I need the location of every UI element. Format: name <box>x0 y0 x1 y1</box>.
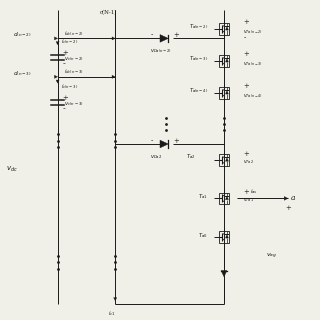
Text: -: - <box>150 137 153 145</box>
Bar <box>219 193 229 204</box>
Polygon shape <box>225 234 228 238</box>
Polygon shape <box>56 42 59 45</box>
Text: a: a <box>291 195 296 203</box>
Text: $T_{a2}$: $T_{a2}$ <box>186 152 195 161</box>
Text: $d_{(n-3)}$: $d_{(n-3)}$ <box>13 69 32 78</box>
Text: $v_{Ta2}$: $v_{Ta2}$ <box>243 158 254 165</box>
Text: +: + <box>173 31 179 39</box>
Text: $v_{Ta(n-2)}$: $v_{Ta(n-2)}$ <box>243 28 263 36</box>
Text: $T_{a1}$: $T_{a1}$ <box>198 192 208 201</box>
Text: -: - <box>150 31 153 39</box>
Text: $v_{c(n-2)}$: $v_{c(n-2)}$ <box>64 56 84 63</box>
Polygon shape <box>54 37 58 40</box>
Text: +: + <box>243 83 249 91</box>
Text: $v_{Da2}$: $v_{Da2}$ <box>150 153 163 161</box>
Text: -: - <box>62 60 65 68</box>
Text: $v_{Ta(n-3)}$: $v_{Ta(n-3)}$ <box>243 60 263 68</box>
Text: $i_{c(n-2)}$: $i_{c(n-2)}$ <box>61 37 78 46</box>
Text: -: - <box>243 35 245 43</box>
Bar <box>219 231 229 243</box>
Bar <box>219 55 229 67</box>
Polygon shape <box>225 196 228 200</box>
Text: +: + <box>243 188 249 196</box>
Text: $d_{(n-2)}$: $d_{(n-2)}$ <box>13 31 32 39</box>
Polygon shape <box>225 90 228 94</box>
Text: $v_{Ta1}$: $v_{Ta1}$ <box>243 196 254 204</box>
Polygon shape <box>160 35 168 42</box>
Text: +: + <box>62 94 68 102</box>
Text: $v_{Ta(n-4)}$: $v_{Ta(n-4)}$ <box>243 92 263 100</box>
Polygon shape <box>221 271 227 277</box>
Bar <box>219 87 229 99</box>
Polygon shape <box>112 75 115 78</box>
Polygon shape <box>225 26 228 30</box>
Text: -: - <box>62 105 65 113</box>
Polygon shape <box>56 80 59 83</box>
Text: $v_{dc}$: $v_{dc}$ <box>6 165 18 174</box>
Text: $i_{dc(n-3)}$: $i_{dc(n-3)}$ <box>64 68 84 76</box>
Text: $T_{a(n-2)}$: $T_{a(n-2)}$ <box>189 23 208 31</box>
Text: $T_{a0}$: $T_{a0}$ <box>198 231 208 240</box>
Polygon shape <box>225 157 228 161</box>
Text: $i_{dc(n-2)}$: $i_{dc(n-2)}$ <box>64 29 84 38</box>
Text: $i_{c(n-3)}$: $i_{c(n-3)}$ <box>61 82 78 91</box>
Text: +: + <box>173 137 179 145</box>
Text: $i_{as}$: $i_{as}$ <box>250 188 257 196</box>
Text: $v_{c(n-3)}$: $v_{c(n-3)}$ <box>64 100 84 108</box>
Bar <box>219 23 229 35</box>
Text: $v_{Da(n-2)}$: $v_{Da(n-2)}$ <box>150 48 172 55</box>
Polygon shape <box>225 58 228 62</box>
Text: $v_{ag}$: $v_{ag}$ <box>266 252 276 260</box>
Text: +: + <box>243 150 249 158</box>
Bar <box>219 154 229 166</box>
Text: $T_{a(n-4)}$: $T_{a(n-4)}$ <box>189 87 208 95</box>
Text: +: + <box>62 49 68 57</box>
Polygon shape <box>160 140 168 148</box>
Text: c(N-1): c(N-1) <box>100 10 117 15</box>
Text: +: + <box>243 51 249 59</box>
Polygon shape <box>114 298 117 301</box>
Text: +: + <box>285 204 291 212</box>
Polygon shape <box>54 75 58 78</box>
Text: $T_{a(n-3)}$: $T_{a(n-3)}$ <box>189 55 208 63</box>
Text: $i_{c1}$: $i_{c1}$ <box>108 309 116 318</box>
Polygon shape <box>112 37 115 40</box>
Polygon shape <box>284 196 288 200</box>
Text: +: + <box>243 19 249 27</box>
